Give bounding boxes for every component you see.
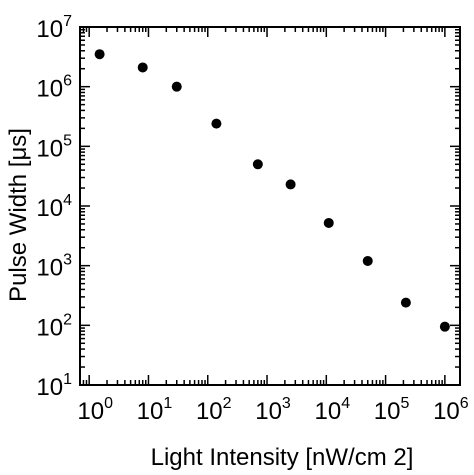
data-point [94,49,105,60]
y-axis-title: Pulse Width [μs] [5,128,32,302]
plot-frame [79,26,461,386]
data-point [137,62,148,73]
y-tick-label: 105 [36,132,72,162]
x-tick-label: 100 [77,395,113,425]
data-point [362,255,373,266]
data-point [400,297,411,308]
data-point [285,179,296,190]
y-tick-label: 101 [36,371,72,401]
x-tick-label: 105 [374,395,410,425]
x-tick-label: 101 [137,395,173,425]
x-axis-title: Light Intensity [nW/cm 2] [151,444,414,471]
y-tick-label: 103 [36,252,72,282]
y-tick-label: 106 [36,73,72,103]
data-point [252,159,263,170]
data-points [94,49,450,332]
data-point [323,217,334,228]
y-tick-label: 104 [36,192,72,222]
y-tick-label: 102 [36,311,72,341]
y-tick-labels: 101 102 103 104 105 106 107 [36,13,72,401]
x-ticks [79,27,446,385]
x-tick-label: 102 [196,395,232,425]
x-tick-label: 103 [255,395,291,425]
x-tick-label: 106 [433,395,469,425]
y-ticks [80,26,460,386]
x-tick-labels: 100 101 102 103 104 105 106 [77,395,468,425]
data-point [439,321,450,332]
y-tick-label: 107 [36,13,72,43]
data-point [211,118,222,129]
data-point [171,81,182,92]
x-tick-label: 104 [315,395,351,425]
